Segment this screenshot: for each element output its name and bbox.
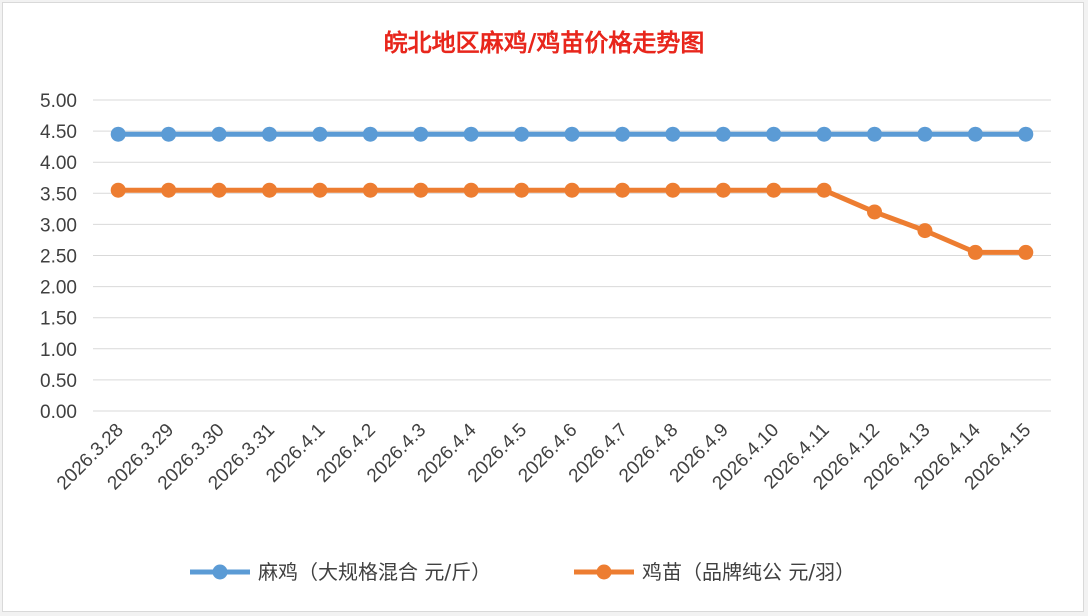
y-axis-ticks: 0.00 0.50 1.00 1.50 2.00 2.50 3.00 3.50 4.00 4.50… bbox=[40, 91, 77, 423]
data-point bbox=[816, 126, 832, 142]
data-point bbox=[312, 182, 328, 198]
series-group bbox=[110, 126, 1034, 260]
y-tick-label: 2.50 bbox=[40, 247, 77, 268]
data-point bbox=[715, 182, 731, 198]
legend-item: 麻鸡（大规格混合 元/斤） bbox=[190, 560, 491, 584]
data-point bbox=[917, 126, 933, 142]
data-point bbox=[614, 182, 630, 198]
series-2 bbox=[110, 182, 1034, 260]
gridlines bbox=[93, 99, 1051, 412]
chart-title: 皖北地区麻鸡/鸡苗价格走势图 bbox=[384, 28, 705, 57]
data-point bbox=[362, 182, 378, 198]
data-point bbox=[161, 182, 177, 198]
data-point bbox=[110, 126, 126, 142]
data-point bbox=[614, 126, 630, 142]
data-point bbox=[413, 182, 429, 198]
legend: 麻鸡（大规格混合 元/斤） 鸡苗（品牌纯公 元/羽） bbox=[190, 560, 855, 584]
y-tick-label: 1.00 bbox=[40, 340, 77, 361]
data-point bbox=[261, 126, 277, 142]
series-1 bbox=[110, 126, 1034, 142]
series-line bbox=[118, 187, 1026, 255]
data-point bbox=[261, 182, 277, 198]
data-point bbox=[463, 126, 479, 142]
data-point bbox=[867, 204, 883, 220]
y-tick-label: 0.00 bbox=[40, 402, 77, 423]
data-point bbox=[665, 126, 681, 142]
y-tick-label: 3.00 bbox=[40, 215, 77, 236]
data-point bbox=[564, 126, 580, 142]
data-point bbox=[110, 182, 126, 198]
data-point bbox=[917, 223, 933, 239]
data-point bbox=[514, 126, 530, 142]
y-tick-label: 3.50 bbox=[40, 184, 77, 205]
y-tick-label: 4.50 bbox=[40, 122, 77, 143]
y-tick-label: 1.50 bbox=[40, 309, 77, 330]
legend-marker bbox=[596, 564, 612, 580]
legend-label: 鸡苗（品牌纯公 元/羽） bbox=[642, 560, 855, 584]
data-point bbox=[463, 182, 479, 198]
y-tick-label: 4.00 bbox=[40, 153, 77, 174]
data-point bbox=[161, 126, 177, 142]
data-point bbox=[715, 126, 731, 142]
data-point bbox=[413, 126, 429, 142]
data-point bbox=[816, 182, 832, 198]
data-point bbox=[967, 126, 983, 142]
y-tick-label: 5.00 bbox=[40, 91, 77, 112]
legend-label: 麻鸡（大规格混合 元/斤） bbox=[258, 560, 491, 584]
data-point bbox=[766, 126, 782, 142]
data-point bbox=[211, 182, 227, 198]
legend-marker bbox=[212, 564, 228, 580]
legend-item: 鸡苗（品牌纯公 元/羽） bbox=[574, 560, 855, 584]
x-axis-ticks: 2026.3.282026.3.292026.3.302026.3.312026… bbox=[53, 419, 1035, 494]
y-tick-label: 2.00 bbox=[40, 278, 77, 299]
data-point bbox=[867, 126, 883, 142]
data-point bbox=[211, 126, 227, 142]
data-point bbox=[514, 182, 530, 198]
data-point bbox=[312, 126, 328, 142]
data-point bbox=[362, 126, 378, 142]
data-point bbox=[1018, 244, 1034, 260]
data-point bbox=[665, 182, 681, 198]
data-point bbox=[967, 244, 983, 260]
data-point bbox=[1018, 126, 1034, 142]
line-chart: 皖北地区麻鸡/鸡苗价格走势图 0.00 0.50 1.00 1.50 2.00 2.50 3… bbox=[40, 28, 1051, 584]
data-point bbox=[766, 182, 782, 198]
data-point bbox=[564, 182, 580, 198]
y-tick-label: 0.50 bbox=[40, 371, 77, 392]
